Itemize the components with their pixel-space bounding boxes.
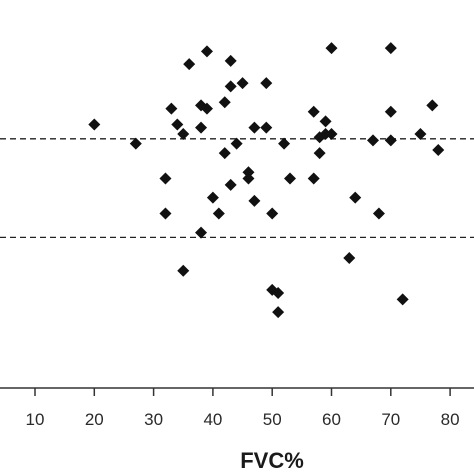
data-point-40 xyxy=(319,115,332,128)
data-point-12 xyxy=(195,226,208,239)
data-point-42 xyxy=(325,42,338,55)
data-point-47 xyxy=(372,207,385,220)
x-tick-label-30: 30 xyxy=(144,410,163,429)
data-point-51 xyxy=(396,293,409,306)
data-point-49 xyxy=(384,105,397,118)
data-point-14 xyxy=(200,45,213,58)
x-tick-label-50: 50 xyxy=(263,410,282,429)
data-point-53 xyxy=(426,99,439,112)
data-point-29 xyxy=(260,121,273,134)
data-point-21 xyxy=(224,178,237,191)
data-point-8 xyxy=(177,264,190,277)
data-point-23 xyxy=(236,77,249,90)
data-point-11 xyxy=(195,121,208,134)
data-point-17 xyxy=(218,96,231,109)
data-point-27 xyxy=(248,121,261,134)
data-point-15 xyxy=(206,191,219,204)
data-point-9 xyxy=(183,58,196,71)
data-point-45 xyxy=(349,191,362,204)
data-point-32 xyxy=(272,287,285,300)
data-point-30 xyxy=(266,207,279,220)
data-point-33 xyxy=(272,306,285,319)
data-point-25 xyxy=(242,172,255,185)
data-point-18 xyxy=(218,147,231,160)
data-point-19 xyxy=(224,80,237,93)
data-point-48 xyxy=(384,42,397,55)
data-point-34 xyxy=(278,137,291,150)
x-tick-label-60: 60 xyxy=(322,410,341,429)
x-tick-label-10: 10 xyxy=(26,410,45,429)
x-tick-label-70: 70 xyxy=(381,410,400,429)
data-point-38 xyxy=(313,147,326,160)
data-point-4 xyxy=(159,207,172,220)
data-point-36 xyxy=(307,172,320,185)
data-point-50 xyxy=(384,134,397,147)
data-point-52 xyxy=(414,128,427,141)
data-point-7 xyxy=(177,128,190,141)
reference-lines xyxy=(0,138,474,239)
data-point-6 xyxy=(171,118,184,131)
data-point-35 xyxy=(283,172,296,185)
data-point-28 xyxy=(260,77,273,90)
data-point-2 xyxy=(129,137,142,150)
x-tick-label-20: 20 xyxy=(85,410,104,429)
data-point-54 xyxy=(432,143,445,156)
data-point-13 xyxy=(200,102,213,115)
data-point-22 xyxy=(230,137,243,150)
x-axis-title: FVC% xyxy=(240,448,304,473)
data-point-26 xyxy=(248,194,261,207)
data-points xyxy=(88,42,445,319)
data-point-46 xyxy=(367,134,380,147)
data-point-37 xyxy=(307,105,320,118)
x-tick-label-40: 40 xyxy=(203,410,222,429)
data-point-20 xyxy=(224,54,237,67)
data-point-16 xyxy=(212,207,225,220)
data-point-24 xyxy=(242,166,255,179)
data-point-44 xyxy=(343,252,356,265)
data-point-1 xyxy=(88,118,101,131)
x-tick-label-80: 80 xyxy=(441,410,460,429)
data-point-5 xyxy=(165,102,178,115)
data-point-3 xyxy=(159,172,172,185)
x-axis-ticks: 10 20 30 40 50 60 70 80 xyxy=(26,388,460,429)
data-point-43 xyxy=(325,128,338,141)
